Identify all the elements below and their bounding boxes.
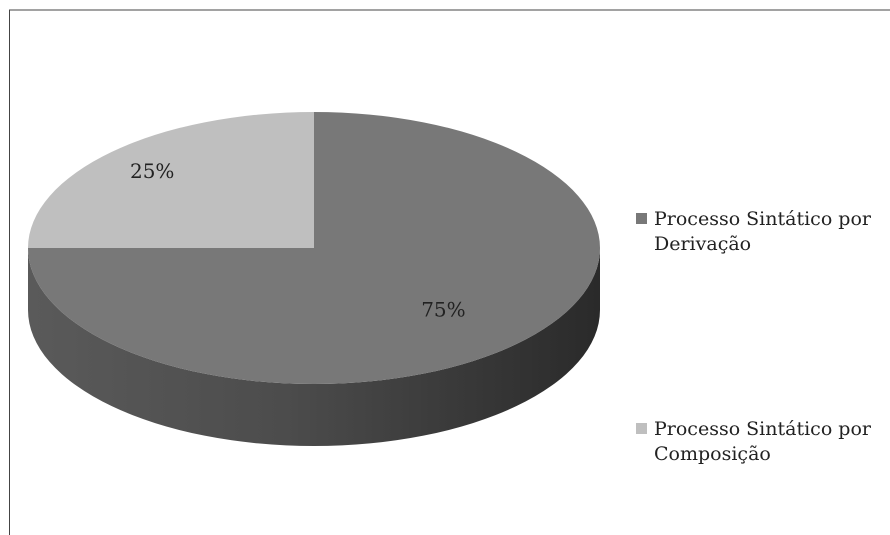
legend-label-derivacao-line2: Derivação bbox=[654, 233, 752, 255]
legend-item-derivacao: Processo Sintático por Derivação bbox=[636, 207, 886, 257]
legend-label-composicao-line1: Processo Sintático por bbox=[654, 418, 871, 440]
data-label-derivacao: 75% bbox=[421, 298, 465, 322]
data-label-composicao: 25% bbox=[130, 159, 174, 183]
legend-label-composicao-line2: Composição bbox=[654, 443, 771, 465]
legend-swatch-composicao bbox=[636, 423, 647, 434]
legend-label-derivacao-line1: Processo Sintático por bbox=[654, 208, 871, 230]
pie-slice-composicao bbox=[28, 112, 314, 248]
legend-item-composicao: Processo Sintático por Composição bbox=[636, 417, 886, 467]
pie-side-wall bbox=[28, 248, 600, 446]
legend: Processo Sintático por Derivação Process… bbox=[636, 0, 886, 465]
legend-swatch-derivacao bbox=[636, 213, 647, 224]
